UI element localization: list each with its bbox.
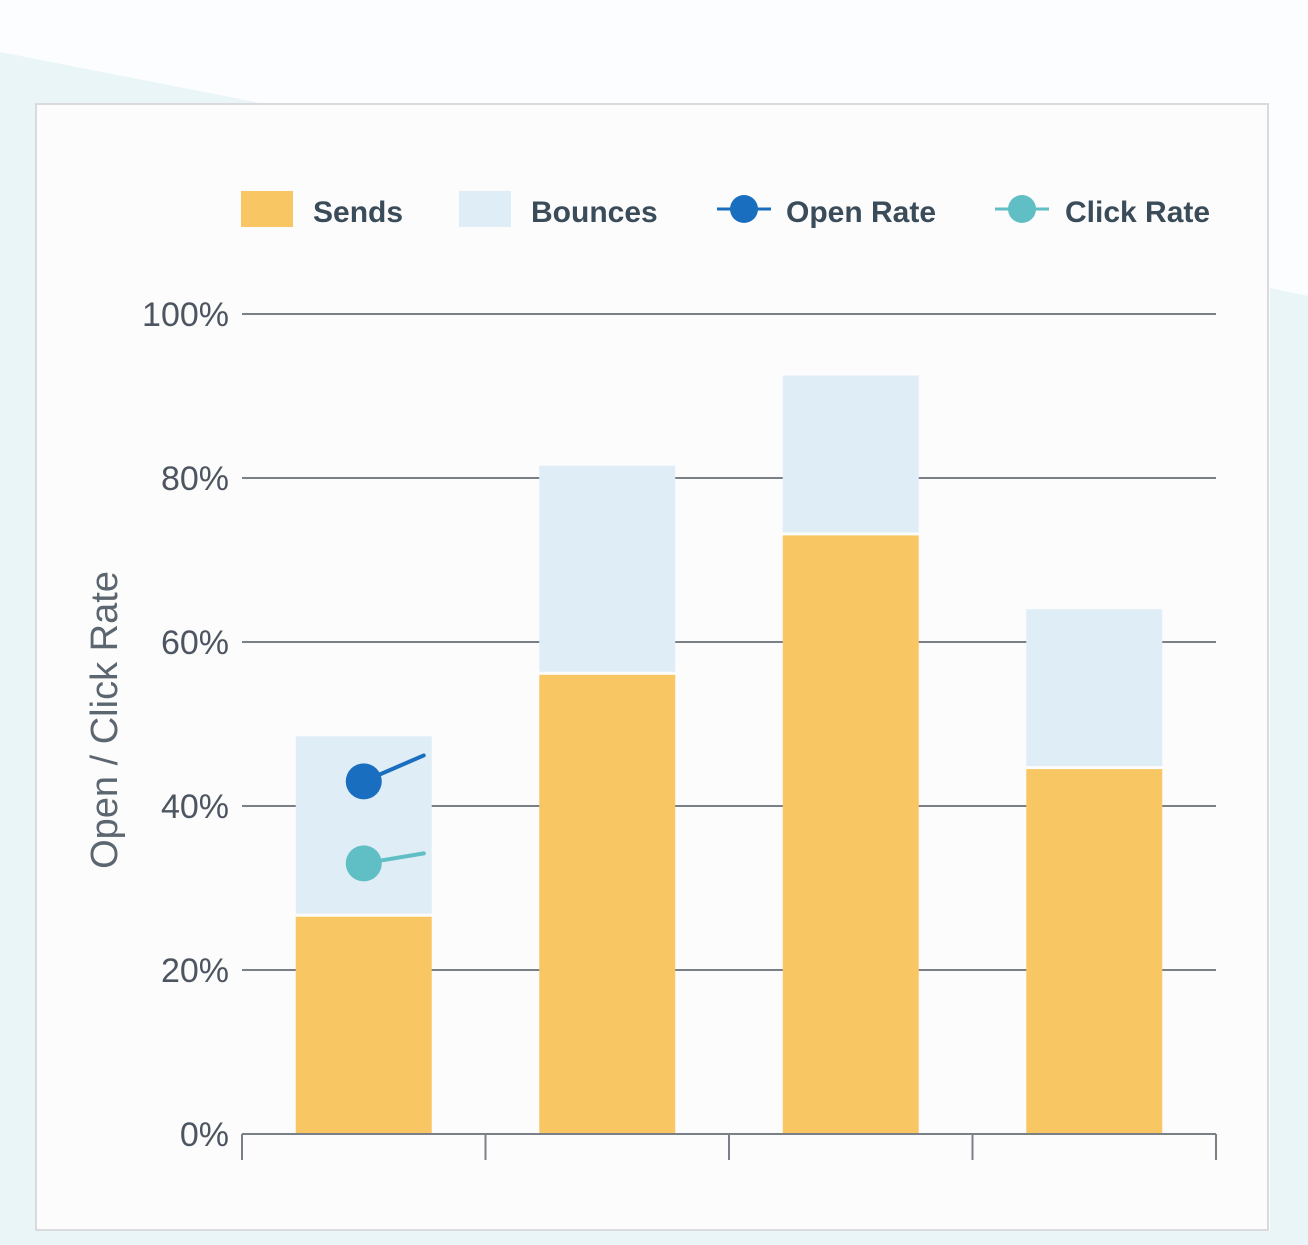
legend-label-click-rate: Click Rate (1065, 196, 1211, 229)
bar-bounces-4 (1026, 609, 1163, 767)
background-shape-right (1270, 288, 1308, 1245)
bar-bounces-3 (782, 375, 919, 533)
bar-bounces-2 (539, 465, 676, 672)
bar-chart: 0% 20% 40% 60% 80% 100% Open / Click Rate (84, 296, 1217, 1160)
click-rate-marker-icon (995, 195, 1049, 223)
y-axis-title: Open / Click Rate (84, 571, 126, 869)
bar-sends-2 (539, 674, 676, 1134)
legend-swatch-bounces (459, 191, 511, 227)
bar-sends-1 (295, 916, 432, 1134)
legend-swatch-sends (241, 191, 293, 227)
y-tick-label: 60% (161, 624, 229, 662)
legend-label-bounces: Bounces (531, 196, 658, 229)
background-shape-left (0, 52, 260, 1245)
y-tick-label: 0% (180, 1116, 229, 1154)
legend-label-sends: Sends (313, 196, 404, 229)
y-tick-label: 20% (161, 952, 229, 990)
open-rate-point (345, 763, 382, 800)
click-rate-point (345, 845, 382, 882)
chart-card: Sends Bounces Open Rate Click Rate 0% 20%… (35, 103, 1269, 1231)
y-tick-label: 100% (142, 296, 229, 334)
background-shape-bottom (0, 1231, 1308, 1245)
bar-sends-3 (782, 535, 919, 1134)
y-tick-label: 40% (161, 788, 229, 826)
bar-sends-4 (1026, 769, 1163, 1134)
y-tick-label: 80% (161, 460, 229, 498)
open-rate-marker-icon (717, 195, 771, 223)
legend-label-open-rate: Open Rate (786, 196, 937, 229)
